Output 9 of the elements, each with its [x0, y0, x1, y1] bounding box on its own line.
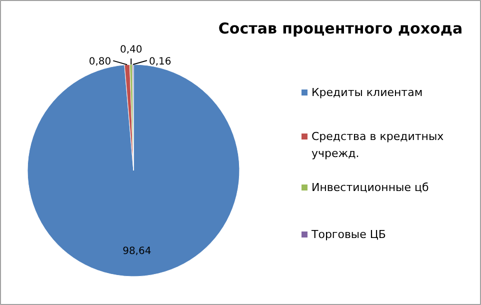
chart-title: Состав процентного дохода — [218, 20, 463, 38]
data-label: 0,80 — [88, 56, 112, 68]
legend-label: Инвестиционные цб — [312, 181, 429, 194]
data-label: 0,40 — [120, 44, 142, 56]
legend-label: Торговые ЦБ — [310, 228, 386, 241]
legend-label: Кредиты клиентам — [312, 86, 423, 99]
legend-label: Средства в кредитных учрежд. — [312, 130, 444, 160]
data-label: 0,16 — [148, 56, 172, 68]
data-label: 98,64 — [122, 246, 152, 257]
